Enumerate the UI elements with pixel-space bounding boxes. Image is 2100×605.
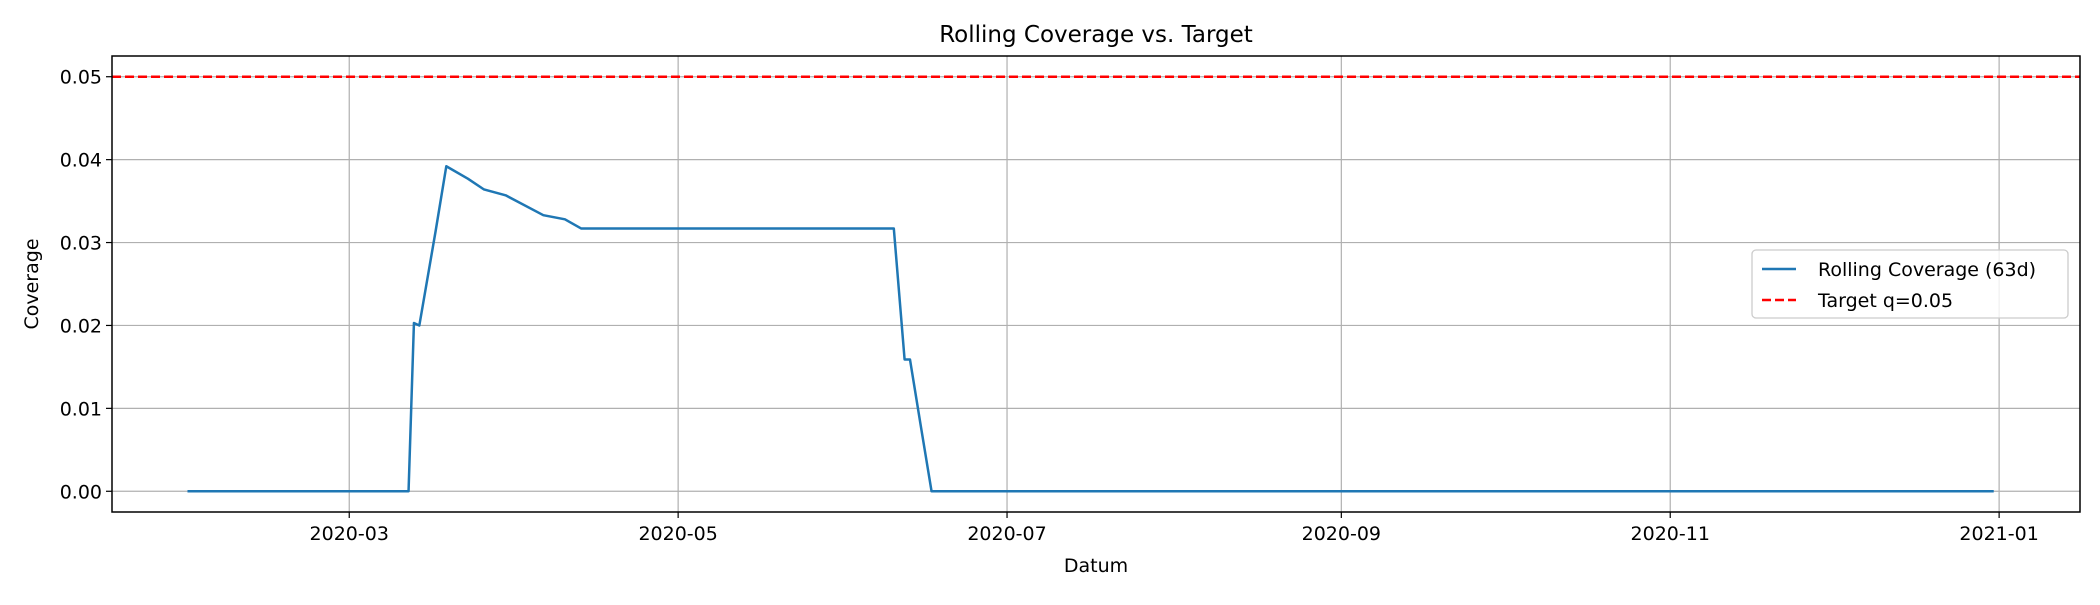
- series-line-rolling-coverage: [187, 165, 1994, 493]
- y-tick-label: 0.01: [60, 398, 102, 420]
- x-tick-label: 2021-01: [1959, 523, 2038, 545]
- y-tick-label: 0.05: [60, 67, 102, 89]
- y-tick-label: 0.03: [60, 233, 102, 255]
- legend: Rolling Coverage (63d) Target q=0.05: [1751, 249, 2069, 319]
- legend-label-rolling-coverage: Rolling Coverage (63d): [1818, 259, 2036, 281]
- plot-frame: [111, 55, 2081, 513]
- x-axis-label: Datum: [1064, 555, 1128, 577]
- x-tick-label: 2020-07: [967, 523, 1046, 545]
- legend-box: [1751, 249, 2069, 319]
- series-layer: [112, 75, 2080, 493]
- legend-label-target: Target q=0.05: [1817, 290, 1953, 312]
- x-tick-label: 2020-09: [1302, 523, 1381, 545]
- y-axis: 0.00 0.01 0.02 0.03 0.04 0.05: [60, 67, 112, 503]
- y-tick-label: 0.00: [60, 481, 102, 503]
- y-tick-label: 0.02: [60, 315, 102, 337]
- x-axis: 2020-03 2020-05 2020-07 2020-09 2020-11 2021-…: [310, 512, 2039, 545]
- y-axis-label: Coverage: [21, 238, 43, 329]
- x-tick-label: 2020-11: [1631, 523, 1710, 545]
- chart-title: Rolling Coverage vs. Target: [939, 22, 1253, 48]
- x-tick-label: 2020-05: [638, 523, 717, 545]
- y-tick-label: 0.04: [60, 150, 102, 172]
- x-tick-label: 2020-03: [310, 523, 389, 545]
